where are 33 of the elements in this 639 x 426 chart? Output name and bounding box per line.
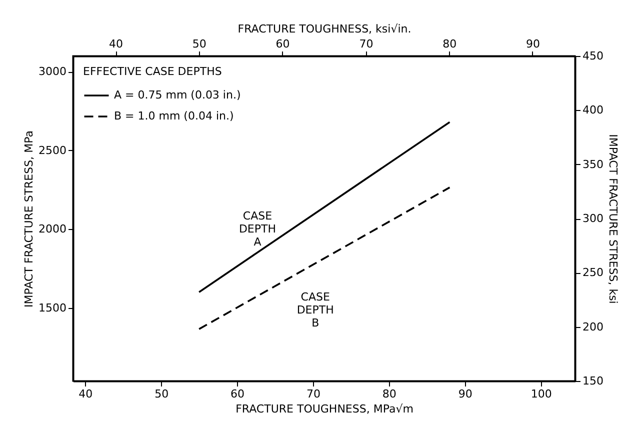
y2-tick-label: 400	[582, 104, 604, 117]
x-tick-label: 80	[382, 388, 396, 400]
x2-tick-label: 90	[526, 38, 540, 50]
x2-tick-label: 70	[359, 38, 374, 50]
y-tick-label: 3000	[38, 65, 66, 78]
x2-axis-title: FRACTURE TOUGHNESS, ksi√in.	[238, 22, 412, 36]
y2-tick-label: 300	[582, 212, 604, 225]
x2-tick-label: 60	[276, 38, 290, 50]
x2-tick-label: 40	[109, 38, 124, 50]
y-axis-title: IMPACT FRACTURE STRESS, MPa	[22, 130, 36, 308]
x-tick-label: 60	[230, 388, 245, 400]
y-tick-label: 2000	[38, 222, 66, 236]
annotation: CASE DEPTH B	[296, 290, 334, 330]
y2-tick-label: 200	[582, 320, 604, 334]
y2-tick-label: 250	[582, 266, 604, 280]
y2-axis-title: IMPACT FRACTURE STRESS, ksi	[606, 134, 620, 304]
legend-label: A = 0.75 mm (0.03 in.)	[114, 88, 241, 102]
x-tick-label: 100	[530, 388, 552, 400]
x2-tick-label: 80	[442, 38, 457, 50]
legend-title: EFFECTIVE CASE DEPTHS	[83, 65, 222, 78]
x2-tick-label: 50	[192, 38, 206, 50]
y2-tick-label: 450	[582, 50, 604, 62]
annotation: CASE DEPTH A	[238, 209, 276, 248]
x-axis-title: FRACTURE TOUGHNESS, MPa√m	[236, 402, 414, 416]
y-tick-label: 2500	[38, 144, 66, 157]
x-tick-label: 70	[306, 388, 320, 400]
x-tick-label: 40	[78, 388, 93, 400]
legend-label: B = 1.0 mm (0.04 in.)	[114, 110, 234, 122]
y-tick-label: 1500	[38, 301, 66, 314]
y2-tick-label: 350	[582, 158, 604, 171]
x-tick-label: 50	[154, 388, 169, 400]
x-tick-label: 90	[458, 388, 472, 400]
y2-tick-label: 150	[582, 374, 604, 388]
